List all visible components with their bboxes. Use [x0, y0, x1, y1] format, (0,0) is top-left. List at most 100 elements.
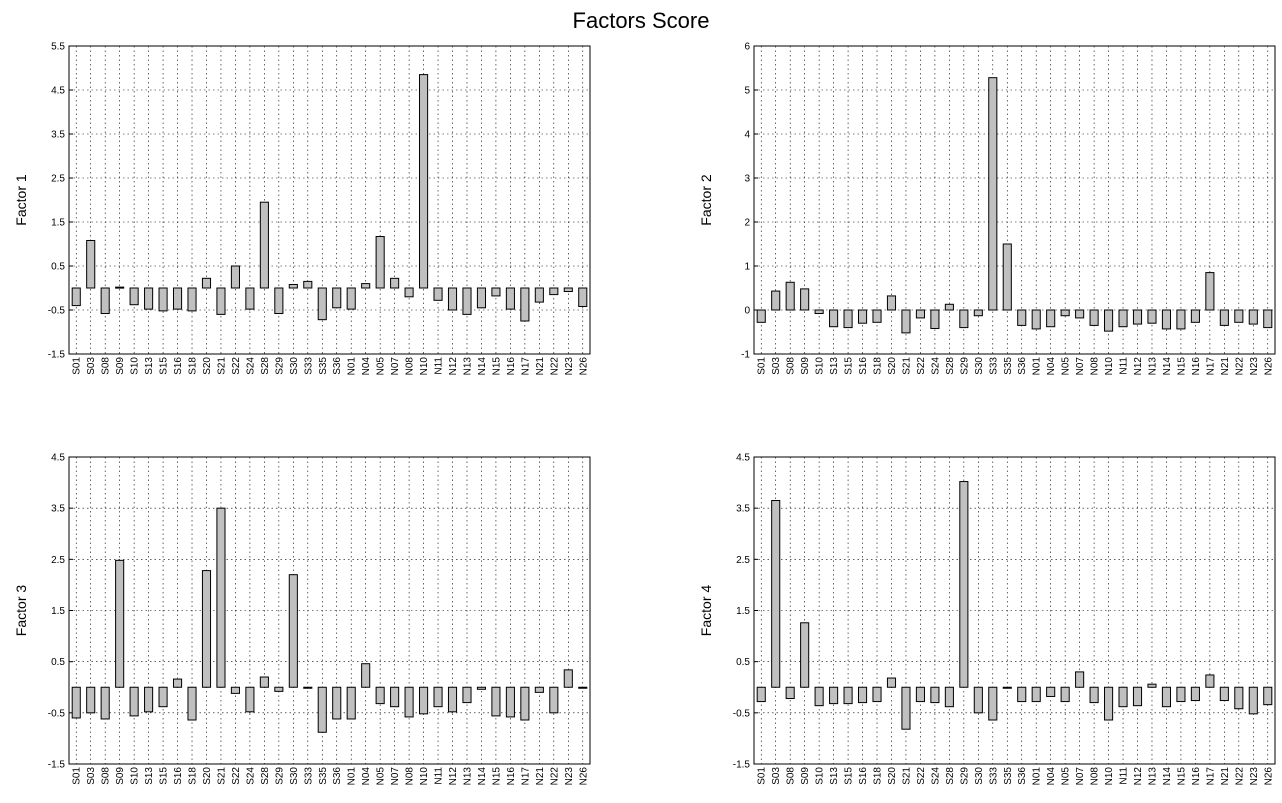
- y-tick-label: 4.5: [51, 453, 65, 464]
- x-tick-label: N21: [1220, 767, 1231, 786]
- y-tick-label: 5: [744, 86, 750, 97]
- x-tick-label: N08: [405, 357, 416, 376]
- x-tick-label: S33: [303, 767, 314, 785]
- bar-S15: [158, 287, 168, 312]
- x-tick-label: S18: [188, 767, 199, 785]
- x-tick-label: S20: [887, 767, 898, 785]
- bar-N05: [375, 686, 385, 705]
- x-tick-label: N05: [1061, 357, 1072, 376]
- bar-N10: [419, 686, 429, 715]
- y-tick-label: 6: [744, 42, 750, 53]
- bar-S29: [274, 287, 284, 315]
- x-tick-label: N22: [549, 357, 560, 376]
- bar-S08: [100, 287, 110, 315]
- x-tick-label: S21: [216, 357, 227, 375]
- plot-frame: [68, 45, 591, 355]
- x-tick-label: S20: [202, 357, 213, 375]
- x-tick-label: S35: [1003, 357, 1014, 375]
- bar-N08: [1089, 686, 1099, 704]
- bar-N04: [361, 283, 371, 289]
- bar-S18: [872, 686, 882, 703]
- x-tick-label: S22: [231, 357, 242, 375]
- y-tick-label: -1.5: [733, 760, 751, 771]
- bar-N21: [534, 686, 544, 693]
- x-tick-label: S13: [829, 357, 840, 375]
- x-tick-label: S09: [115, 357, 126, 375]
- bar-S03: [86, 686, 96, 714]
- x-tick-label: S36: [1017, 357, 1028, 375]
- y-tick-label: 2.5: [51, 174, 65, 185]
- bar-N05: [1060, 686, 1070, 703]
- y-axis-label: Factor 2: [698, 174, 714, 226]
- bar-S13: [144, 287, 154, 310]
- bar-N01: [346, 686, 356, 720]
- bar-S21: [216, 287, 226, 315]
- x-tick-label: S01: [757, 357, 768, 375]
- bar-S33: [988, 686, 998, 721]
- bar-N12: [1132, 686, 1143, 707]
- bar-S20: [886, 677, 897, 688]
- x-tick-label: N16: [506, 767, 517, 786]
- bar-N01: [1031, 309, 1041, 330]
- bar-S08: [785, 686, 795, 700]
- x-tick-label: S29: [959, 357, 970, 375]
- x-tick-label: N22: [549, 767, 560, 786]
- x-tick-label: S21: [216, 767, 227, 785]
- bar-N07: [390, 277, 400, 289]
- x-tick-label: S03: [86, 767, 97, 785]
- bar-S36: [332, 686, 342, 720]
- y-tick-label: -0.5: [48, 306, 66, 317]
- x-tick-label: N07: [1075, 357, 1086, 376]
- bar-S08: [785, 281, 795, 311]
- bar-N07: [1075, 309, 1085, 319]
- y-tick-label: 1.5: [51, 218, 65, 229]
- bar-S24: [930, 686, 940, 704]
- x-tick-label: S03: [771, 767, 782, 785]
- x-tick-label: S13: [829, 767, 840, 785]
- x-tick-label: N26: [1263, 767, 1274, 786]
- y-tick-label: 1: [744, 262, 750, 273]
- bar-N10: [419, 74, 429, 289]
- x-tick-label: N26: [578, 357, 589, 376]
- bar-N17: [520, 287, 530, 322]
- bar-N12: [447, 686, 458, 713]
- x-tick-label: S30: [289, 357, 300, 375]
- x-tick-label: N05: [1061, 767, 1072, 786]
- x-tick-label: S33: [988, 357, 999, 375]
- x-tick-label: N17: [1205, 357, 1216, 376]
- y-tick-label: 2.5: [736, 555, 750, 566]
- x-tick-label: S10: [815, 357, 826, 375]
- x-tick-label: N07: [390, 767, 401, 786]
- bar-S28: [944, 686, 954, 708]
- x-tick-label: S21: [901, 767, 912, 785]
- y-tick-label: 0.5: [736, 657, 750, 668]
- bar-N08: [404, 686, 414, 718]
- bar-N04: [1046, 309, 1056, 328]
- bar-N26: [1263, 686, 1273, 706]
- x-tick-label: N10: [419, 767, 430, 786]
- bar-N22: [1234, 309, 1244, 323]
- x-tick-label: N26: [578, 767, 589, 786]
- bar-S13: [144, 686, 154, 713]
- x-tick-label: S29: [959, 767, 970, 785]
- x-tick-label: S20: [887, 357, 898, 375]
- x-tick-label: N04: [1046, 767, 1057, 786]
- bar-S28: [259, 201, 269, 289]
- x-tick-label: S15: [159, 767, 170, 785]
- bar-S29: [274, 686, 284, 692]
- bar-S10: [129, 686, 139, 717]
- bar-S33: [988, 77, 998, 311]
- bar-N17: [520, 686, 530, 721]
- y-tick-label: 2.5: [51, 555, 65, 566]
- x-tick-label: N21: [535, 767, 546, 786]
- bar-S16: [172, 287, 183, 310]
- x-tick-label: S08: [101, 357, 112, 375]
- x-tick-label: S18: [873, 767, 884, 785]
- factor-1-chart: -1.5 -0.5 0.5 1.5 2.5 3.5 4.5 5.5 S01 S03 S08 S09 S1…: [13, 42, 591, 376]
- x-tick-label: S22: [231, 767, 242, 785]
- x-tick-label: N07: [390, 357, 401, 376]
- bar-N23: [1248, 309, 1258, 325]
- bar-N16: [1190, 309, 1200, 323]
- x-tick-label: N01: [347, 767, 358, 786]
